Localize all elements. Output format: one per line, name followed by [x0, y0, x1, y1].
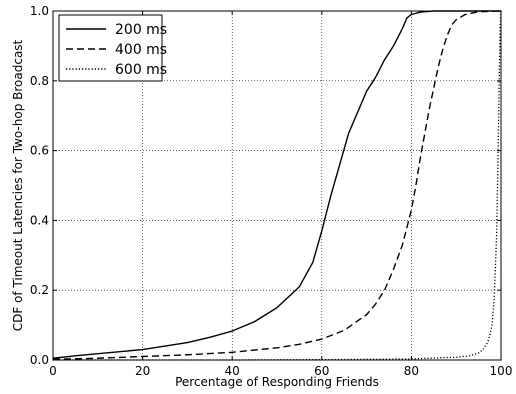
x-tick-label: 40 [225, 364, 240, 378]
grid-lines [53, 11, 501, 360]
x-tick-label: 20 [135, 364, 150, 378]
legend-label: 400 ms [115, 42, 167, 58]
y-tick-label: 0.2 [30, 283, 49, 297]
legend-label: 600 ms [115, 62, 167, 78]
y-tick-label: 0.0 [30, 353, 49, 367]
legend-label: 200 ms [115, 22, 167, 38]
y-axis-label: CDF of Timeout Latencies for Two-hop Bro… [11, 39, 25, 331]
x-tick-label: 0 [49, 364, 57, 378]
legend: 200 ms 400 ms 600 ms [58, 14, 167, 82]
x-axis-label: Percentage of Responding Friends [175, 375, 379, 389]
series-lines [52, 10, 502, 361]
y-tick-label: 0.6 [30, 144, 49, 158]
series-line-1 [52, 10, 501, 359]
legend-box [58, 14, 163, 82]
axis-ticks [52, 10, 502, 361]
y-tick-label: 1.0 [30, 4, 49, 18]
x-tick-label: 100 [490, 364, 513, 378]
axis-tick-labels: 0 20 40 60 80 100 0.0 0.2 0.4 0.6 0.8 1.0 [30, 4, 513, 378]
y-tick-label: 0.4 [30, 213, 49, 227]
x-tick-label: 60 [314, 364, 329, 378]
x-tick-label: 80 [404, 364, 419, 378]
plot-frame [52, 10, 502, 361]
y-tick-label: 0.8 [30, 74, 49, 88]
series-line-2 [52, 10, 502, 360]
